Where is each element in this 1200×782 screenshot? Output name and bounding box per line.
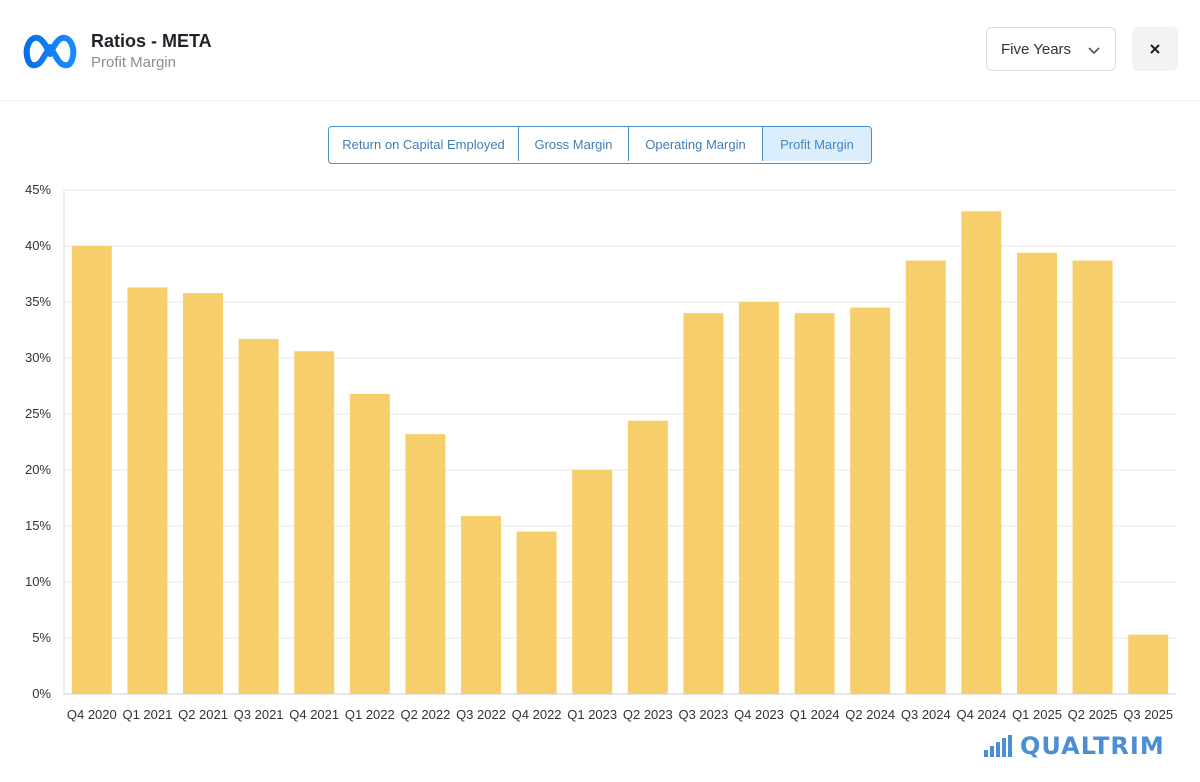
y-tick-label: 30%	[25, 350, 51, 365]
y-tick-label: 35%	[25, 294, 51, 309]
close-icon	[1150, 44, 1160, 54]
tab-gross-margin[interactable]: Gross Margin	[519, 127, 629, 161]
bar-q4-2021[interactable]	[294, 351, 335, 694]
y-tick-label: 40%	[25, 238, 51, 253]
profit-margin-chart: 0% 5% 10% 15% 20% 25% 30% 35% 40% 45% Q4 2020 Q1 20…	[25, 182, 1176, 722]
bar-q1-2024[interactable]	[794, 313, 835, 694]
bar-q4-2020[interactable]	[71, 246, 112, 694]
y-tick-label: 0%	[32, 686, 51, 701]
bar-q1-2022[interactable]	[349, 393, 390, 694]
bar-q3-2024[interactable]	[905, 260, 946, 694]
x-tick-label: Q1 2024	[790, 707, 840, 722]
chevron-down-icon	[1088, 47, 1100, 55]
bar-q4-2024[interactable]	[961, 211, 1002, 694]
x-tick-label: Q3 2022	[456, 707, 506, 722]
x-tick-label: Q3 2021	[234, 707, 284, 722]
x-tick-label: Q4 2021	[289, 707, 339, 722]
x-tick-label: Q3 2025	[1123, 707, 1173, 722]
x-tick-label: Q4 2022	[512, 707, 562, 722]
ratio-tabs: Return on Capital Employed Gross Margin …	[328, 126, 872, 164]
x-tick-label: Q2 2022	[400, 707, 450, 722]
bar-q3-2022[interactable]	[461, 515, 501, 694]
header: Ratios - META Profit Margin Five Years	[0, 0, 1200, 101]
tab-operating-margin[interactable]: Operating Margin	[629, 127, 763, 161]
x-tick-label: Q3 2023	[678, 707, 728, 722]
period-dropdown[interactable]: Five Years	[986, 27, 1116, 71]
bar-chart-icon	[984, 735, 1012, 757]
bar-q2-2022[interactable]	[405, 434, 446, 694]
x-tick-label: Q2 2021	[178, 707, 228, 722]
y-tick-label: 45%	[25, 182, 51, 197]
x-tick-label: Q4 2020	[67, 707, 117, 722]
brand-watermark: QUALTRIM	[984, 732, 1165, 760]
bar-q1-2023[interactable]	[572, 470, 613, 694]
brand-name: QUALTRIM	[1020, 732, 1165, 760]
x-tick-label: Q1 2021	[122, 707, 172, 722]
x-tick-label: Q4 2024	[956, 707, 1006, 722]
close-button[interactable]	[1132, 27, 1178, 71]
bar-q3-2023[interactable]	[683, 313, 724, 694]
y-tick-label: 20%	[25, 462, 51, 477]
page-title: Ratios - META	[91, 31, 212, 51]
x-tick-label: Q2 2025	[1068, 707, 1118, 722]
x-tick-label: Q1 2022	[345, 707, 395, 722]
x-tick-label: Q2 2024	[845, 707, 895, 722]
bar-q3-2021[interactable]	[238, 338, 279, 694]
bar-q3-2025[interactable]	[1128, 634, 1169, 694]
bar-q1-2021[interactable]	[127, 287, 168, 694]
x-tick-label: Q2 2023	[623, 707, 673, 722]
period-dropdown-value: Five Years	[1001, 40, 1072, 58]
bar-q2-2023[interactable]	[627, 420, 668, 694]
bar-q2-2025[interactable]	[1072, 260, 1113, 694]
y-tick-label: 10%	[25, 574, 51, 589]
bar-q4-2023[interactable]	[739, 302, 779, 694]
page-subtitle: Profit Margin	[91, 54, 177, 71]
tab-profit-margin[interactable]: Profit Margin	[763, 127, 871, 161]
y-tick-label: 25%	[25, 406, 51, 421]
bar-q2-2024[interactable]	[850, 307, 891, 694]
x-tick-label: Q3 2024	[901, 707, 951, 722]
y-tick-label: 15%	[25, 518, 51, 533]
bar-q1-2025[interactable]	[1017, 252, 1057, 694]
tab-return-on-capital-employed[interactable]: Return on Capital Employed	[329, 127, 519, 161]
x-tick-label: Q1 2023	[567, 707, 617, 722]
bar-q2-2021[interactable]	[183, 293, 223, 694]
x-tick-label: Q4 2023	[734, 707, 784, 722]
meta-logo-icon	[23, 34, 77, 69]
x-tick-label: Q1 2025	[1012, 707, 1062, 722]
y-tick-label: 5%	[32, 630, 51, 645]
bar-q4-2022[interactable]	[516, 531, 557, 694]
